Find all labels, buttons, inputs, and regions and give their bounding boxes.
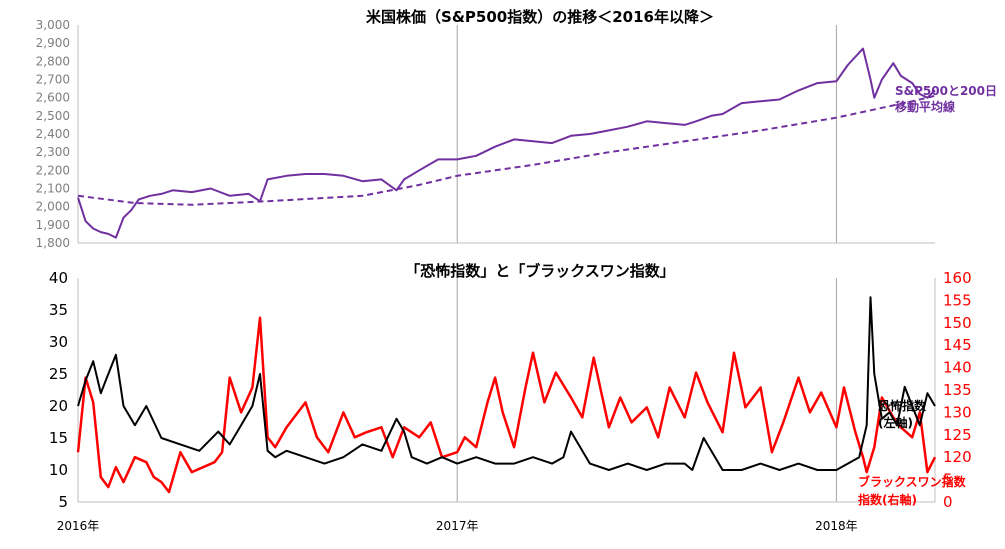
sp500-y-tick-label: 2,000 (36, 200, 70, 214)
vix-legend-sublabel: (左軸) (878, 415, 913, 430)
sp500-panel: 米国株価（S&P500指数）の推移＜2016年以降＞ 1,800 1,900 2,0… (36, 8, 997, 250)
x-tick-label: 2018年 (815, 519, 858, 533)
x-tick-label: 2016年 (57, 519, 100, 533)
skew-y-tick-label: 135 (943, 381, 972, 399)
skew-y-tick-label: 160 (943, 269, 972, 287)
x-axis-year-labels: 2016年 2017年 2018年 (57, 519, 858, 533)
sp500-y-tick-label: 1,800 (36, 236, 70, 250)
vix-skew-year-gridlines (456, 278, 837, 502)
vix-y-tick-label: 10 (49, 461, 68, 479)
sp500-y-tick-label: 2,200 (36, 163, 70, 177)
sp500-series-label-line1: S&P500と200日 (895, 84, 997, 98)
skew-y-tick-label: 0 (943, 493, 953, 511)
vix-y-tick-label: 5 (58, 493, 68, 511)
vix-skew-chart-title: 「恐怖指数」と「ブラックスワン指数」 (405, 262, 675, 280)
vix-left-axis-ticks: 5 10 15 20 25 30 35 40 (49, 269, 68, 511)
sp500-y-tick-label: 2,500 (36, 109, 70, 123)
vix-y-tick-label: 20 (49, 397, 68, 415)
sp500-line (77, 47, 936, 239)
skew-y-tick-label: 155 (943, 291, 972, 309)
sp500-y-tick-label: 2,600 (36, 91, 70, 105)
skew-y-tick-label: 120 (943, 448, 972, 466)
skew-y-tick-label: 130 (943, 403, 972, 421)
vix-skew-series-lines (76, 296, 937, 494)
vix-legend-label: 恐怖指数 (878, 398, 927, 413)
sp500-y-tick-label: 2,900 (36, 36, 70, 50)
sp500-series-label-line2: 移動平均線 (895, 99, 955, 114)
moving-average-200d-line (77, 94, 936, 206)
sp500-y-tick-label: 2,100 (36, 182, 70, 196)
sp500-chart-title: 米国株価（S&P500指数）の推移＜2016年以降＞ (366, 8, 714, 26)
skew-y-tick-label: 150 (943, 314, 972, 332)
sp500-y-tick-label: 2,300 (36, 145, 70, 159)
sp500-y-tick-label: 2,800 (36, 54, 70, 68)
vix-y-tick-label: 15 (49, 429, 68, 447)
skew-legend-sublabel: 指数(右軸) (858, 492, 917, 507)
skew-y-tick-label: 5 (943, 471, 953, 489)
skew-y-tick-label: 145 (943, 336, 972, 354)
sp500-year-gridlines (456, 25, 837, 243)
vix-y-tick-label: 30 (49, 333, 68, 351)
sp500-y-tick-label: 3,000 (36, 18, 70, 32)
skew-right-axis-ticks: 0 5 120 125 130 135 140 145 150 155 160 (943, 269, 972, 511)
sp500-y-axis-ticks: 1,800 1,900 2,000 2,100 2,200 2,300 2,400 2,500… (36, 18, 70, 250)
sp500-y-tick-label: 2,700 (36, 73, 70, 87)
skew-y-tick-label: 140 (943, 359, 972, 377)
skew-index-line (76, 316, 937, 494)
x-tick-label: 2017年 (436, 519, 479, 533)
vix-index-line (77, 296, 936, 471)
sp500-y-tick-label: 1,900 (36, 218, 70, 232)
sp500-series-lines (77, 47, 936, 239)
skew-legend-label: ブラックスワン指数 (858, 474, 967, 489)
vix-y-tick-label: 40 (49, 269, 68, 287)
vix-y-tick-label: 25 (49, 365, 68, 383)
skew-y-tick-label: 125 (943, 426, 972, 444)
vix-y-tick-label: 35 (49, 301, 68, 319)
sp500-y-tick-label: 2,400 (36, 127, 70, 141)
vix-skew-panel: 「恐怖指数」と「ブラックスワン指数」 5 10 15 20 25 30 35 40 0 5 120… (49, 262, 972, 533)
